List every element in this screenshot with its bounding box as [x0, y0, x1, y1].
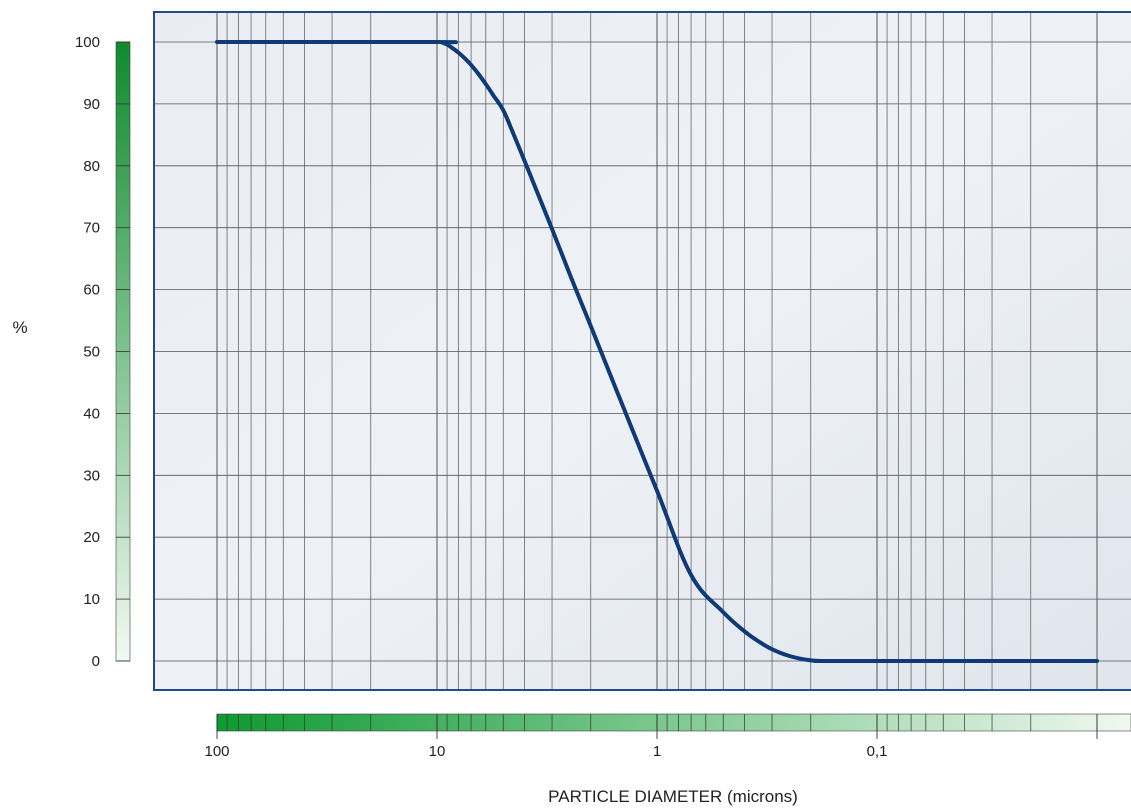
- y-tick-label: 90: [83, 96, 100, 113]
- x-tick-label: 100: [204, 743, 229, 760]
- plot-frame: [153, 11, 1131, 691]
- y-tick-label: 80: [83, 158, 100, 175]
- x-bar-ticks: [216, 714, 1098, 739]
- x-axis-title: PARTICLE DIAMETER (microns): [548, 787, 798, 806]
- x-tick-labels: 100 10 1 0,1: [204, 743, 887, 760]
- y-tick-label: 60: [83, 282, 100, 299]
- y-tick-marks: [116, 41, 130, 662]
- x-tick-label: 10: [429, 743, 446, 760]
- y-tick-label: 30: [83, 467, 100, 484]
- y-tick-labels: 0 10 20 30 40 50 60 70 80 90 100: [75, 34, 100, 670]
- x-color-bar: [216, 713, 1131, 732]
- y-tick-label: 100: [75, 34, 100, 51]
- y-axis-title: %: [12, 318, 27, 337]
- y-tick-label: 0: [92, 653, 100, 670]
- y-tick-label: 10: [83, 591, 100, 608]
- x-tick-label: 1: [653, 743, 661, 760]
- y-tick-label: 70: [83, 220, 100, 237]
- plot-background: [154, 12, 1131, 690]
- y-tick-label: 20: [83, 529, 100, 546]
- x-tick-label: 0,1: [867, 743, 888, 760]
- y-tick-label: 50: [83, 344, 100, 361]
- series-line: [215, 39, 1099, 664]
- y-tick-label: 40: [83, 405, 100, 422]
